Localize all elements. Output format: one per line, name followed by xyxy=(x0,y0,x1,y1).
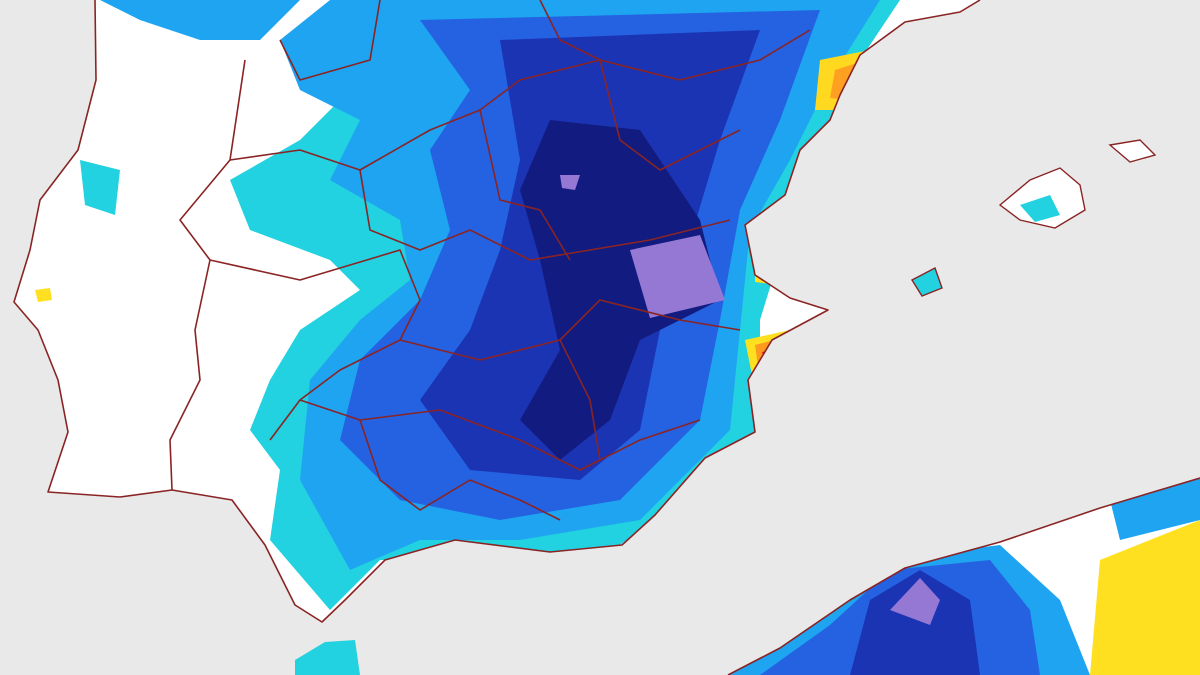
islands xyxy=(295,139,1157,675)
borders xyxy=(13,0,1200,675)
